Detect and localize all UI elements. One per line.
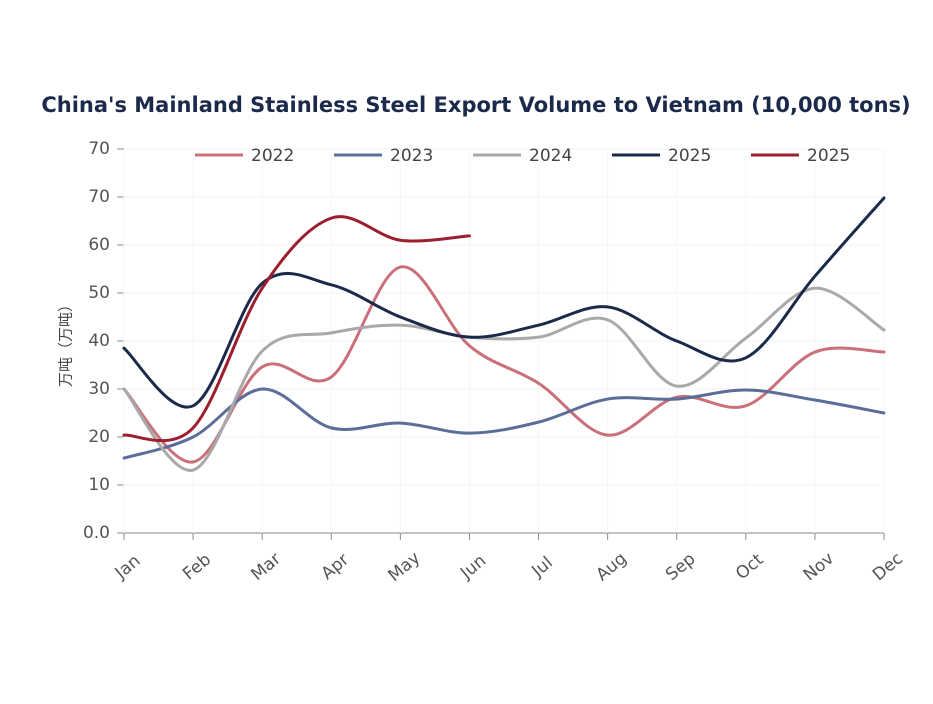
x-tick-label: Jul <box>527 553 556 582</box>
x-tick-label: Sep <box>662 549 699 585</box>
y-tick-label: 70 <box>88 187 110 207</box>
legend-label: 2022 <box>251 146 294 166</box>
x-tick-label: Nov <box>800 549 838 586</box>
y-tick-label: 60 <box>88 235 110 255</box>
line-series <box>122 196 886 409</box>
chart-title: China's Mainland Stainless Steel Export … <box>41 93 910 117</box>
line-series <box>122 215 471 443</box>
y-tick-label: 30 <box>88 379 110 399</box>
line-series <box>122 387 886 460</box>
y-tick-label: 10 <box>88 475 110 495</box>
x-tick-label: Apr <box>318 550 353 584</box>
line-series <box>122 265 886 464</box>
x-tick-label: May <box>384 548 424 586</box>
legend-label: 2025 <box>668 146 711 166</box>
x-tick-label: Aug <box>592 549 630 586</box>
x-tick-label: Jan <box>111 551 145 584</box>
y-tick-label: 50 <box>88 283 110 303</box>
x-tick-label: Feb <box>179 550 215 585</box>
x-tick-label: Dec <box>869 549 907 585</box>
x-tick-label: Mar <box>247 549 284 585</box>
x-tick-label: Oct <box>732 550 768 584</box>
y-axis-label: 万吨（万吨） <box>57 297 75 387</box>
legend-label: 2024 <box>529 146 572 166</box>
y-tick-label: 0.0 <box>83 523 110 543</box>
line-series <box>122 286 886 472</box>
y-tick-label: 70 <box>88 139 110 159</box>
legend-label: 2025 <box>807 146 850 166</box>
legend-label: 2023 <box>390 146 433 166</box>
y-tick-label: 40 <box>88 331 110 351</box>
y-tick-label: 20 <box>88 427 110 447</box>
x-tick-label: Jun <box>456 551 490 584</box>
